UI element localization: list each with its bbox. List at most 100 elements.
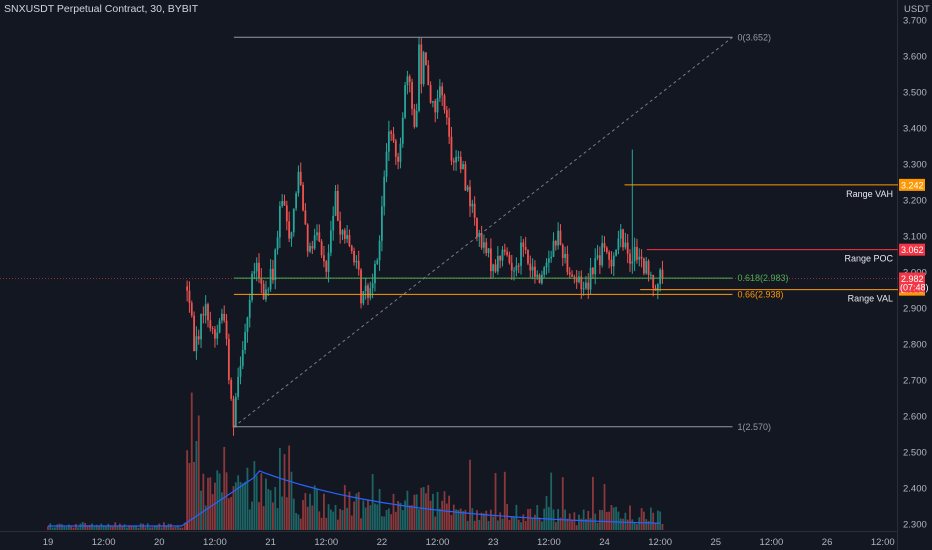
- candle-body: [617, 238, 620, 251]
- time-tick-label: 19: [43, 537, 54, 548]
- volume-bar: [248, 509, 251, 530]
- volume-bar: [360, 518, 362, 530]
- candle-body: [420, 44, 423, 85]
- volume-bar: [77, 527, 80, 530]
- candle-body: [487, 248, 490, 254]
- volume-bar: [654, 523, 657, 530]
- volume-bar: [158, 523, 161, 530]
- volume-bar: [258, 502, 260, 530]
- candle-body: [624, 242, 627, 248]
- volume-bar: [415, 494, 418, 530]
- candle-body: [483, 242, 485, 248]
- candle-body: [592, 267, 594, 275]
- volume-bar: [561, 477, 564, 530]
- candle-body: [234, 396, 237, 428]
- candle-body: [241, 349, 244, 366]
- candle-body: [557, 230, 560, 246]
- volume-bar: [601, 510, 604, 530]
- volume-bar: [508, 519, 511, 530]
- volume-bar: [580, 518, 583, 530]
- volume-bar: [378, 488, 381, 530]
- volume-bar: [139, 523, 142, 530]
- volume-bar: [135, 525, 138, 530]
- time-tick-label: 22: [377, 537, 388, 548]
- candle-body: [608, 252, 611, 260]
- volume-bar: [151, 527, 154, 530]
- candle-body: [394, 140, 397, 157]
- volume-bar: [49, 523, 52, 530]
- candle-body: [216, 332, 219, 339]
- time-axis[interactable]: 19 12:00 20 12:00 21 12:00 22 12:00 23 12:00 24 12:…: [43, 537, 895, 548]
- candle-body: [357, 260, 360, 270]
- volume-bar: [404, 500, 406, 530]
- volume-bar: [107, 523, 110, 530]
- candle-body: [520, 242, 522, 266]
- volume-bar: [132, 526, 135, 530]
- price-tick-label: 2.900: [903, 304, 927, 315]
- volume-bar: [288, 445, 291, 530]
- candle-body: [413, 108, 416, 127]
- candle-body: [540, 274, 543, 284]
- volume-bar: [223, 446, 226, 530]
- volume-bar: [450, 514, 453, 530]
- candle-body: [601, 243, 604, 266]
- candle-body: [309, 245, 311, 252]
- volume-bar: [102, 526, 105, 530]
- volume-bar: [425, 493, 427, 530]
- volume-bar: [336, 519, 339, 530]
- candle-body: [559, 230, 562, 245]
- time-tick-label: 21: [265, 537, 276, 548]
- volume-ma-line: [48, 470, 661, 527]
- volume-bar: [589, 518, 592, 530]
- volume-bar: [109, 525, 112, 530]
- candle-body: [387, 131, 390, 152]
- volume-bar: [517, 519, 520, 530]
- candle-body: [381, 206, 383, 241]
- candle-body: [615, 250, 617, 256]
- candle-body: [529, 263, 532, 271]
- candle-body: [425, 52, 427, 66]
- candle-body: [272, 268, 274, 281]
- volume-bar: [603, 484, 606, 530]
- candle-body: [429, 84, 432, 103]
- candle-body: [464, 164, 467, 191]
- candle-body: [230, 380, 233, 399]
- volume-bar: [487, 520, 490, 530]
- range-line-label: Range POC: [844, 254, 893, 264]
- volume-bar: [566, 518, 569, 530]
- volume-bar: [480, 512, 483, 530]
- volume-bar: [436, 491, 439, 530]
- candle-body: [244, 332, 246, 350]
- volume-bar: [142, 523, 144, 530]
- candle-body: [214, 329, 216, 339]
- candle-body: [418, 44, 420, 112]
- volume-bar: [573, 512, 576, 530]
- candle-body: [571, 274, 573, 277]
- volume-bar: [316, 488, 318, 530]
- candle-body: [329, 230, 332, 253]
- price-tick-label: 2.700: [903, 376, 927, 387]
- range-price-badge: [899, 178, 925, 191]
- candle-body: [640, 256, 643, 259]
- candle-body: [443, 95, 446, 111]
- candle-body: [580, 276, 583, 290]
- volume-bar: [540, 521, 543, 530]
- volume-bar: [67, 524, 70, 530]
- candle-body: [522, 242, 525, 247]
- candle-body: [638, 256, 641, 260]
- candle-body: [566, 253, 569, 273]
- candle-body: [496, 256, 499, 272]
- candle-body: [306, 224, 309, 252]
- volume-bar: [478, 519, 481, 530]
- volume-bar: [420, 487, 423, 530]
- candle-body: [561, 244, 564, 258]
- volume-bar: [392, 493, 395, 530]
- candle-body: [316, 232, 318, 236]
- volume-bar: [346, 507, 349, 530]
- volume-bar: [209, 477, 212, 530]
- volume-bar: [390, 514, 393, 530]
- volume-bar: [292, 498, 295, 530]
- volume-bar: [394, 511, 397, 530]
- candle-body: [478, 232, 481, 237]
